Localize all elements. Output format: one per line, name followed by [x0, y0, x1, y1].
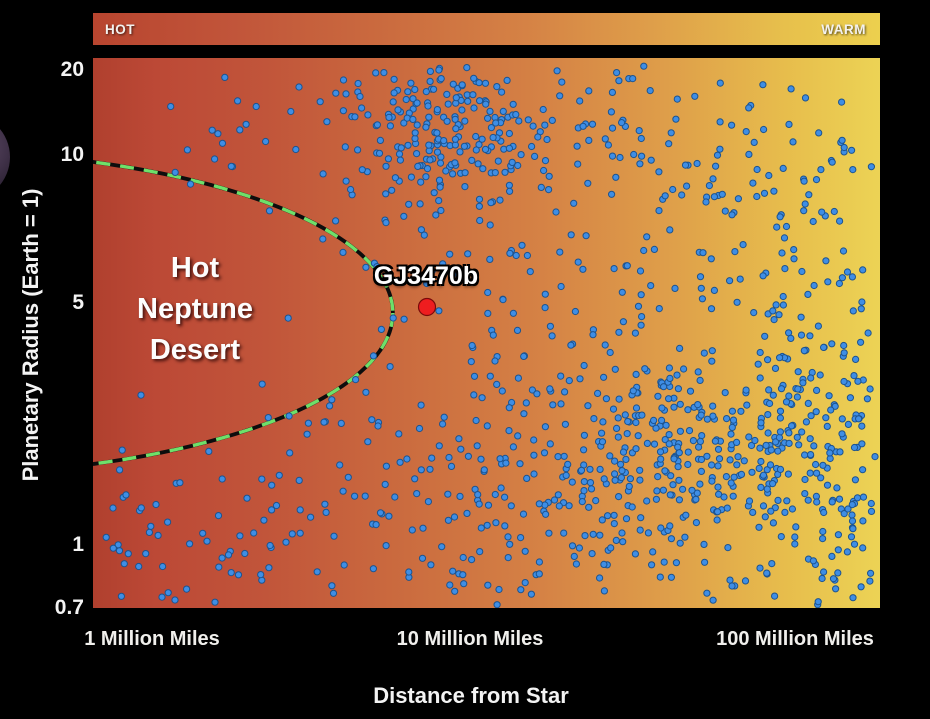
gj3470b-point [417, 297, 437, 317]
ytick-1: 1 [72, 533, 84, 556]
warm-label: WARM [821, 21, 866, 37]
hot-label: HOT [105, 21, 135, 37]
desert-boundary-curve [93, 160, 395, 466]
gj3470b-label: GJ3470b [373, 262, 479, 290]
ytick-20: 20 [60, 58, 84, 81]
desert-label-line1: Hot [170, 252, 220, 284]
x-axis-title: Distance from Star [373, 683, 569, 708]
temperature-gradient-bar: HOT WARM [93, 13, 880, 45]
ytick-0-7: 0.7 [54, 596, 84, 619]
xtick-1-million: 1 Million Miles [84, 628, 220, 650]
xtick-100-million: 100 Million Miles [716, 628, 874, 650]
ytick-5: 5 [72, 291, 84, 314]
hot-neptune-desert-label: Hot Neptune Desert [137, 248, 253, 371]
planet-glimpse-image [0, 113, 10, 201]
xtick-10-million: 10 Million Miles [396, 628, 544, 650]
desert-label-line3: Desert [149, 334, 241, 366]
scatter-plot-canvas [93, 62, 879, 608]
desert-label-line2: Neptune [137, 293, 253, 325]
ytick-10: 10 [60, 143, 84, 166]
exoplanet-points [102, 62, 879, 608]
y-axis-title: Planetary Radius (Earth = 1) [18, 188, 43, 482]
scatter-plot-area: Hot Neptune Desert GJ3470b [93, 58, 880, 608]
